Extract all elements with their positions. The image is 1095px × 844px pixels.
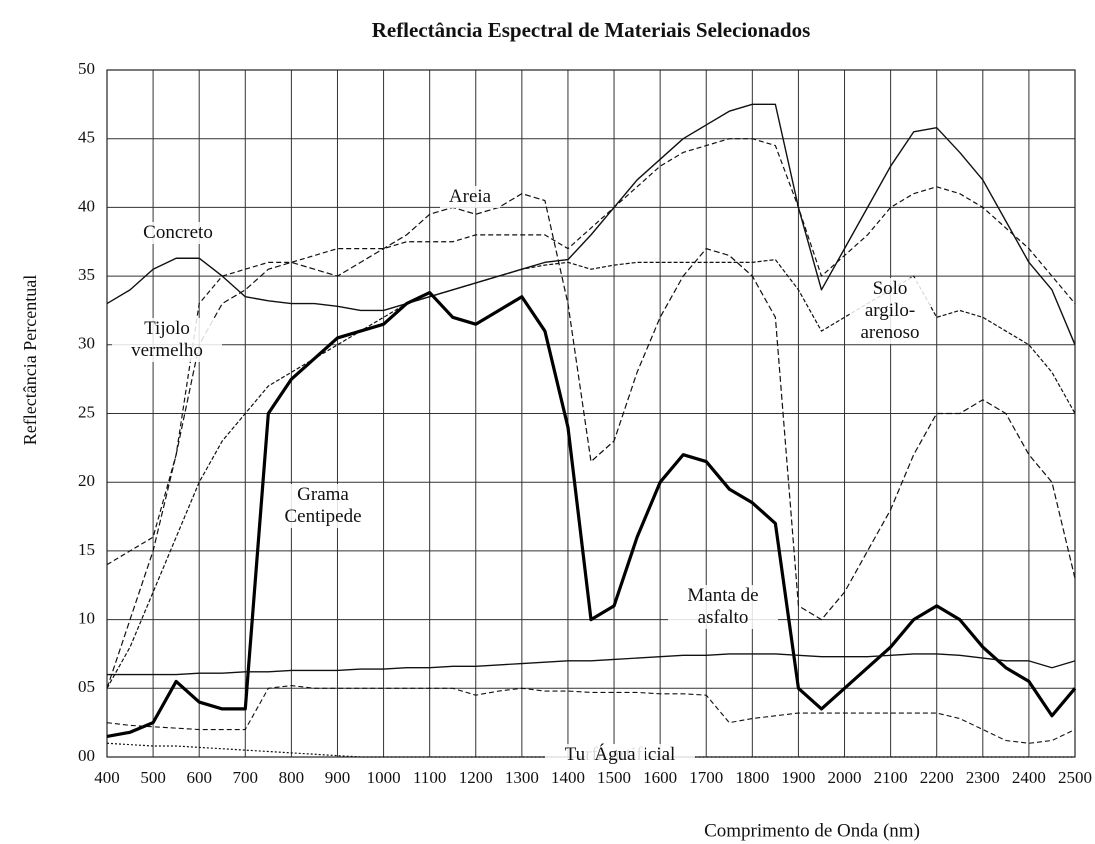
- series-line: [106, 685, 1076, 744]
- series-line: [106, 290, 1077, 738]
- x-tick-label: 400: [94, 768, 120, 787]
- series-line: [106, 193, 1076, 689]
- x-tick-label: 1300: [505, 768, 539, 787]
- x-tick-label: 500: [140, 768, 166, 787]
- series-line: [106, 138, 1076, 566]
- y-tick-label: 45: [78, 128, 95, 147]
- x-tick-label: 900: [325, 768, 351, 787]
- series-line: [107, 653, 1076, 676]
- x-tick-label: 1900: [781, 768, 815, 787]
- x-tick-label: 2100: [874, 768, 908, 787]
- y-tick-label: 25: [78, 402, 95, 421]
- y-tick-label: 15: [78, 540, 95, 559]
- y-tick-label: 40: [78, 196, 95, 215]
- y-tick-label: 20: [78, 471, 95, 490]
- x-tick-label: 600: [186, 768, 212, 787]
- y-tick-label: 05: [78, 677, 95, 696]
- x-tick-label: 1400: [551, 768, 585, 787]
- series-label: Água: [585, 744, 645, 766]
- series-label: Grama Centipede: [278, 484, 368, 528]
- y-axis-label: Reflectância Percentual: [20, 275, 40, 445]
- series-label: Tijolo vermelho: [112, 318, 222, 362]
- x-tick-label: 1600: [643, 768, 677, 787]
- y-tick-label: 30: [78, 334, 95, 353]
- x-tick-label: 1500: [597, 768, 631, 787]
- x-axis-label: Comprimento de Onda (nm): [704, 820, 920, 841]
- x-tick-label: 2200: [920, 768, 954, 787]
- x-tick-label: 2500: [1058, 768, 1092, 787]
- series-line: [106, 103, 1076, 346]
- x-tick-label: 1700: [689, 768, 723, 787]
- y-tick-label: 10: [78, 609, 95, 628]
- x-tick-label: 2300: [966, 768, 1000, 787]
- y-tick-label: 00: [78, 746, 95, 765]
- chart-title: Reflectância Espectral de Materiais Sele…: [372, 18, 811, 42]
- series-label: Manta de asfalto: [668, 585, 778, 629]
- x-tick-label: 2400: [1012, 768, 1046, 787]
- x-tick-label: 2000: [828, 768, 862, 787]
- x-tick-label: 700: [233, 768, 259, 787]
- x-tick-label: 1200: [459, 768, 493, 787]
- series-line: [106, 259, 1076, 689]
- x-tick-label: 1100: [413, 768, 446, 787]
- series-label: Solo argilo-arenoso: [850, 278, 930, 344]
- x-tick-label: 1000: [367, 768, 401, 787]
- y-tick-label: 35: [78, 265, 95, 284]
- x-tick-label: 1800: [735, 768, 769, 787]
- series-label: Concreto: [128, 222, 228, 244]
- x-tick-label: 800: [279, 768, 305, 787]
- y-tick-label: 50: [78, 59, 95, 78]
- series-label: Areia: [440, 186, 500, 208]
